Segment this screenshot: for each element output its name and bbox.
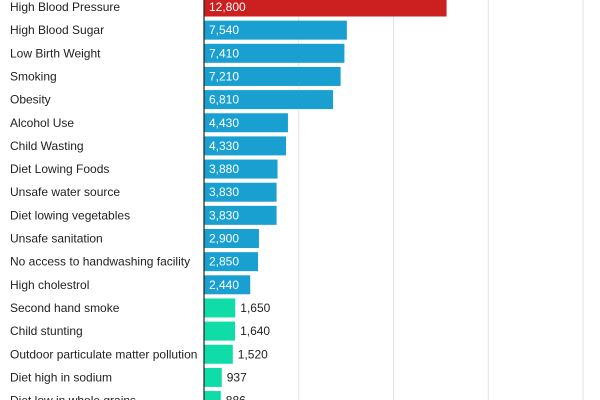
category-label: Child Wasting bbox=[10, 139, 84, 153]
category-label: High Blood Sugar bbox=[10, 23, 104, 37]
bar bbox=[204, 20, 347, 40]
value-label: 6,810 bbox=[209, 93, 239, 107]
bar bbox=[204, 275, 251, 295]
value-label: 7,210 bbox=[209, 69, 239, 83]
category-label: Diet high in sodium bbox=[10, 370, 112, 384]
bar bbox=[204, 298, 236, 318]
bar bbox=[204, 182, 277, 202]
category-label: Smoking bbox=[10, 69, 57, 83]
category-label: Diet low in whole grains bbox=[10, 394, 136, 400]
value-label: 3,830 bbox=[209, 185, 239, 199]
value-label: 886 bbox=[226, 394, 246, 400]
value-label: 1,640 bbox=[240, 324, 270, 338]
value-label: 7,410 bbox=[209, 46, 239, 60]
bar bbox=[204, 252, 259, 272]
category-label: No access to handwashing facility bbox=[10, 255, 190, 269]
bar bbox=[204, 66, 341, 86]
category-label: Low Birth Weight bbox=[10, 46, 101, 60]
value-label: 3,880 bbox=[209, 162, 239, 176]
category-label: High cholestrol bbox=[10, 278, 89, 292]
category-label: Diet Lowing Foods bbox=[10, 162, 109, 176]
category-label: Child stunting bbox=[10, 324, 83, 338]
bar bbox=[204, 205, 277, 225]
bar bbox=[204, 136, 287, 156]
value-label: 12,800 bbox=[209, 0, 246, 14]
category-label: Second hand smoke bbox=[10, 301, 120, 315]
category-label: Outdoor particulate matter pollution bbox=[10, 347, 197, 361]
value-label: 2,850 bbox=[209, 255, 239, 269]
value-label: 4,330 bbox=[209, 139, 239, 153]
category-label: Obesity bbox=[10, 93, 51, 107]
bar bbox=[204, 367, 222, 387]
category-label: Diet lowing vegetables bbox=[10, 208, 130, 222]
value-label: 7,540 bbox=[209, 23, 239, 37]
value-label: 2,440 bbox=[209, 278, 239, 292]
bar bbox=[204, 90, 334, 110]
bar bbox=[204, 229, 259, 248]
bar bbox=[204, 344, 233, 364]
category-label: Unsafe water source bbox=[10, 185, 120, 199]
bar bbox=[204, 159, 278, 179]
category-label: Unsafe sanitation bbox=[10, 232, 103, 246]
value-label: 2,900 bbox=[209, 232, 239, 246]
bar bbox=[204, 113, 288, 133]
value-label: 1,520 bbox=[238, 347, 268, 361]
category-label: Alcohol Use bbox=[10, 116, 74, 130]
bar bbox=[204, 391, 221, 400]
value-label: 3,830 bbox=[209, 208, 239, 222]
bar bbox=[204, 0, 447, 17]
value-label: 1,650 bbox=[240, 301, 270, 315]
value-label: 937 bbox=[227, 370, 247, 384]
bar bbox=[204, 321, 236, 341]
bar bbox=[204, 43, 345, 63]
category-label: High Blood Pressure bbox=[10, 0, 120, 14]
value-label: 4,430 bbox=[209, 116, 239, 130]
